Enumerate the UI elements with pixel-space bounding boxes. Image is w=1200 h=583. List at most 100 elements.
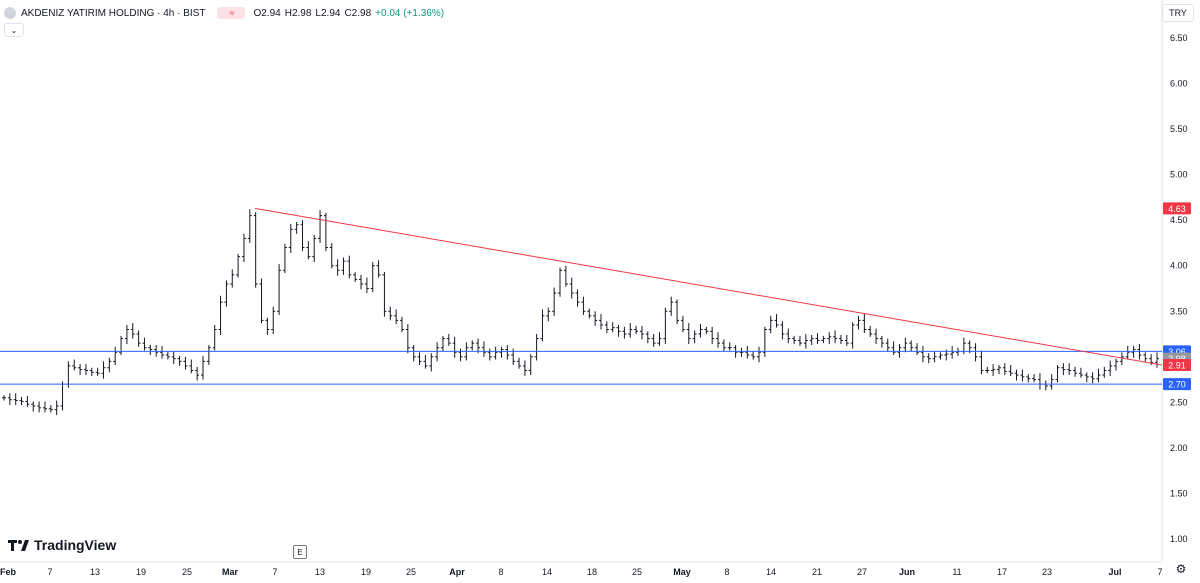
ohlc-bar xyxy=(593,311,598,326)
ohlc-bar xyxy=(370,262,375,293)
ohlc-bar xyxy=(1090,372,1095,384)
ohlc-bar xyxy=(850,322,855,349)
symbol-title[interactable]: AKDENIZ YATIRIM HOLDING · 4h · BIST xyxy=(21,7,206,19)
ohlc-bar xyxy=(598,314,603,330)
y-tick-label: 1.00 xyxy=(1170,534,1188,544)
x-tick-label: 27 xyxy=(857,567,867,577)
events-button[interactable]: E xyxy=(293,545,307,559)
ohlc-bar xyxy=(745,345,750,359)
compare-icon[interactable]: ≈ xyxy=(217,7,246,19)
ohlc-bar xyxy=(493,346,498,360)
change-value: +0.04 (+1.36%) xyxy=(375,7,445,19)
ohlc-bar xyxy=(423,354,428,369)
ohlc-bar xyxy=(938,352,943,360)
x-tick-label: 19 xyxy=(136,567,146,577)
ohlc-bar xyxy=(13,393,18,406)
ohlc-bar xyxy=(481,341,486,357)
y-tick-label: 6.50 xyxy=(1170,33,1188,43)
ohlc-bar xyxy=(200,355,205,380)
ohlc-bar xyxy=(212,324,217,351)
ohlc-bar xyxy=(282,243,287,274)
x-tick-label: Mar xyxy=(222,567,239,577)
ohlc-bar xyxy=(54,400,59,416)
ohlc-bar xyxy=(587,308,592,319)
ohlc-bar xyxy=(628,323,633,338)
ohlc-bar xyxy=(622,326,627,339)
ohlc-bar xyxy=(1008,365,1013,376)
ohlc-bar xyxy=(528,354,533,376)
ohlc-bar xyxy=(394,309,399,325)
tradingview-logo-icon xyxy=(8,540,29,551)
ohlc-bar xyxy=(727,342,732,351)
ohlc-bar xyxy=(552,287,557,316)
ohlc-bar xyxy=(1067,363,1072,376)
ohlc-bar xyxy=(874,328,879,345)
ohlc-bar xyxy=(774,314,779,328)
price-tag-label: 2.91 xyxy=(1168,361,1186,371)
x-tick-label: 17 xyxy=(997,567,1007,577)
ohlc-bar xyxy=(265,317,270,335)
ohlc-bar xyxy=(25,395,30,407)
ohlc-bar xyxy=(634,325,639,335)
ohlc-bar xyxy=(1037,373,1042,390)
ohlc-bar xyxy=(1049,374,1054,390)
ohlc-bar xyxy=(739,347,744,357)
ohlc-bar xyxy=(107,357,112,373)
ohlc-bar xyxy=(920,345,925,363)
x-tick-label: 23 xyxy=(1042,567,1052,577)
ohlc-bar xyxy=(300,220,305,252)
ohlc-bar xyxy=(803,334,808,349)
x-tick-label: 25 xyxy=(182,567,192,577)
gear-icon[interactable]: ⚙ xyxy=(1175,562,1187,576)
ohlc-bar xyxy=(183,356,188,370)
ohlc-bar xyxy=(499,346,504,358)
ohlc-bar xyxy=(1114,358,1119,371)
ohlc-bar xyxy=(1155,352,1159,368)
ohlc-bar xyxy=(136,330,141,347)
ohlc-bar xyxy=(856,315,861,330)
ohlc-bar xyxy=(388,306,393,321)
collapse-legend-button[interactable]: ⌄ xyxy=(4,23,24,37)
ohlc-bar xyxy=(540,309,545,342)
ohlc-bar xyxy=(979,350,984,375)
tradingview-logo[interactable]: TradingView xyxy=(8,537,116,553)
y-tick-label: 5.00 xyxy=(1170,170,1188,180)
ohlc-bar xyxy=(277,263,282,315)
ohlc-bar xyxy=(323,212,328,252)
ohlc-bar xyxy=(762,326,767,357)
ohlc-bar xyxy=(891,341,896,355)
ohlc-bar xyxy=(476,338,481,354)
close-value: C2.98 xyxy=(344,7,372,19)
low-value: L2.94 xyxy=(315,7,341,19)
price-tag: 2.91 xyxy=(1163,359,1191,372)
ohlc-bar xyxy=(716,332,721,348)
x-tick-label: 18 xyxy=(587,567,597,577)
x-tick-label: Apr xyxy=(449,567,465,577)
ohlc-bar xyxy=(218,295,223,335)
ohlc-bar xyxy=(37,401,42,413)
ohlc-bar xyxy=(1014,369,1019,381)
ohlc-bar xyxy=(241,233,246,263)
ohlc-bar xyxy=(1143,352,1148,363)
ohlc-bar xyxy=(1073,366,1078,377)
ohlc-bar xyxy=(429,353,434,372)
ohlc-bar xyxy=(815,333,820,345)
ohlc-bar xyxy=(440,335,445,352)
x-tick-label: 8 xyxy=(498,567,503,577)
symbol-logo-icon xyxy=(4,7,16,19)
ohlc-bar xyxy=(1020,369,1025,382)
trend-line[interactable] xyxy=(254,207,1163,366)
ohlc-bar xyxy=(505,344,510,360)
ohlc-bar xyxy=(639,325,644,340)
ohlc-bar xyxy=(827,332,832,345)
ohlc-bar xyxy=(569,277,574,299)
ohlc-bar xyxy=(487,348,492,361)
currency-button[interactable]: TRY xyxy=(1162,4,1194,22)
ohlc-bar xyxy=(470,340,475,351)
ohlc-bar xyxy=(950,345,955,359)
x-tick-label: 25 xyxy=(406,567,416,577)
ohlc-bar xyxy=(909,340,914,352)
ohlc-bar xyxy=(604,321,609,334)
